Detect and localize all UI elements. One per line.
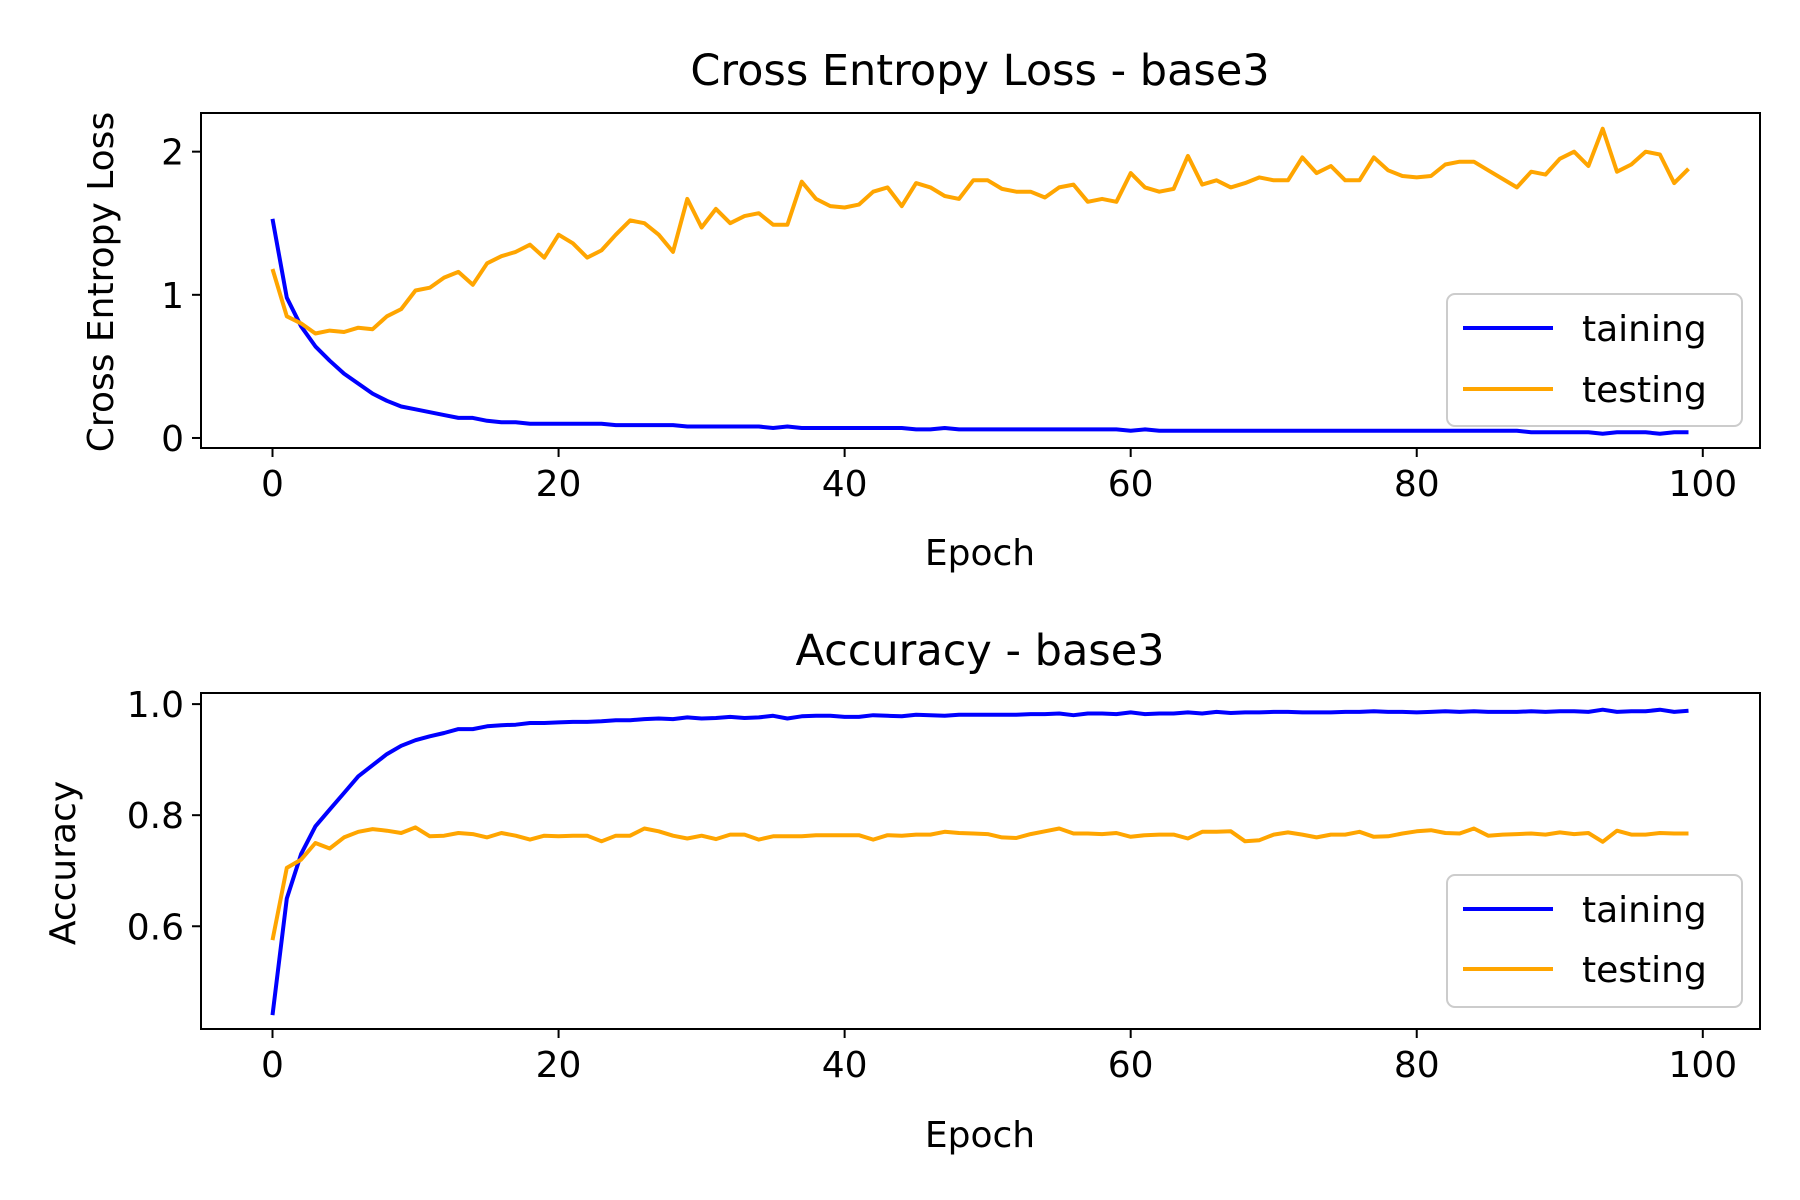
loss-y-tick-label: 0 <box>161 419 184 460</box>
loss-series-line-testing <box>270 126 1690 336</box>
loss-x-tick-label: 0 <box>261 464 284 505</box>
loss-x-axis-label: Epoch <box>925 533 1035 574</box>
loss-ticks: 0 20 40 60 80 100 0 1 2 <box>161 133 1737 505</box>
loss-y-axis-label: Cross Entropy Loss <box>81 112 122 452</box>
accuracy-x-tick-label: 40 <box>822 1045 868 1086</box>
loss-plot-lines <box>270 126 1690 436</box>
accuracy-series-line-testing <box>270 825 1689 941</box>
loss-x-tick-label: 20 <box>536 464 582 505</box>
loss-x-tick-label: 40 <box>822 464 868 505</box>
accuracy-subplot: Accuracy - base3 Epoch Accuracy 0 20 40 60 8… <box>43 626 1761 1156</box>
accuracy-y-tick-label: 1.0 <box>127 685 184 726</box>
loss-legend: taining testing <box>1446 293 1743 427</box>
accuracy-x-tick-label: 100 <box>1668 1045 1737 1086</box>
accuracy-series-line-training <box>270 707 1689 1016</box>
accuracy-x-axis-label: Epoch <box>925 1115 1035 1156</box>
accuracy-x-tick-label: 20 <box>536 1045 582 1086</box>
loss-legend-label-testing: testing <box>1582 370 1707 411</box>
accuracy-chart-title: Accuracy - base3 <box>795 626 1164 676</box>
accuracy-y-tick-label: 0.8 <box>127 796 184 837</box>
accuracy-x-tick-label: 80 <box>1394 1045 1440 1086</box>
loss-axes-frame <box>200 112 1761 449</box>
accuracy-axes-frame <box>200 692 1761 1030</box>
loss-chart-title: Cross Entropy Loss - base3 <box>690 46 1269 96</box>
loss-y-tick-label: 2 <box>161 133 184 174</box>
accuracy-plot-lines <box>270 707 1689 1016</box>
accuracy-ticks: 0 20 40 60 80 100 0.6 0.8 1.0 <box>127 685 1737 1086</box>
accuracy-legend-label-testing: testing <box>1582 950 1707 991</box>
accuracy-x-tick-label: 60 <box>1108 1045 1154 1086</box>
loss-subplot: Cross Entropy Loss - base3 Epoch Cross E… <box>81 46 1761 574</box>
accuracy-x-tick-label: 0 <box>261 1045 284 1086</box>
loss-series-line-training <box>270 218 1689 436</box>
loss-x-tick-label: 100 <box>1668 464 1737 505</box>
loss-legend-label-training: taining <box>1582 309 1707 350</box>
accuracy-y-axis-label: Accuracy <box>43 781 84 945</box>
loss-x-tick-label: 60 <box>1108 464 1154 505</box>
loss-x-tick-label: 80 <box>1394 464 1440 505</box>
accuracy-legend: taining testing <box>1446 874 1743 1008</box>
accuracy-y-tick-label: 0.6 <box>127 907 184 948</box>
loss-y-tick-label: 1 <box>161 276 184 317</box>
accuracy-legend-label-training: taining <box>1582 890 1707 931</box>
